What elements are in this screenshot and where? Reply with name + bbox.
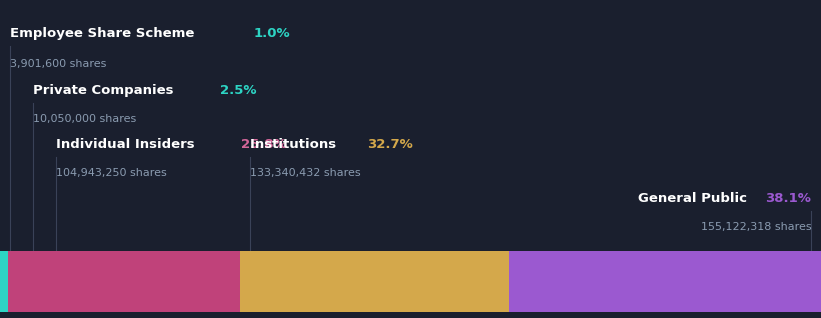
Text: Employee Share Scheme: Employee Share Scheme <box>10 27 199 40</box>
Bar <box>8 251 29 312</box>
Text: 155,122,318 shares: 155,122,318 shares <box>700 222 811 232</box>
Text: 133,340,432 shares: 133,340,432 shares <box>250 168 361 178</box>
Text: 2.5%: 2.5% <box>220 84 257 97</box>
Text: 104,943,250 shares: 104,943,250 shares <box>56 168 167 178</box>
Text: Institutions: Institutions <box>250 138 342 151</box>
Text: Individual Insiders: Individual Insiders <box>56 138 199 151</box>
Text: 25.8%: 25.8% <box>241 138 287 151</box>
Text: 3,901,600 shares: 3,901,600 shares <box>10 59 106 69</box>
Text: 32.7%: 32.7% <box>368 138 413 151</box>
Bar <box>241 251 508 312</box>
Bar <box>0 251 8 312</box>
Text: General Public: General Public <box>639 192 752 205</box>
Text: Private Companies: Private Companies <box>33 84 178 97</box>
Bar <box>29 251 241 312</box>
Bar <box>508 251 821 312</box>
Text: 10,050,000 shares: 10,050,000 shares <box>33 114 136 124</box>
Text: 38.1%: 38.1% <box>765 192 811 205</box>
Text: 1.0%: 1.0% <box>254 27 291 40</box>
